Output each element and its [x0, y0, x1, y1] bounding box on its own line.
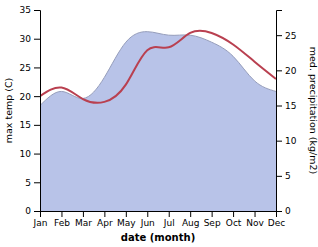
axis-line	[34, 11, 41, 212]
tick: Dec	[268, 211, 285, 228]
tick: 25	[276, 31, 296, 41]
tick-label: 25	[20, 63, 31, 73]
tick-label: 20	[20, 92, 32, 102]
tick-label: May	[117, 218, 136, 228]
tick-mark	[34, 182, 40, 183]
tick-label: 20	[285, 66, 297, 76]
x-axis-title: date (month)	[121, 232, 195, 243]
tick-label: Feb	[54, 218, 70, 228]
tick: Nov	[246, 211, 264, 228]
tick-mark	[255, 211, 256, 217]
area	[40, 32, 276, 211]
tick: 0	[276, 206, 291, 216]
tick: 35	[20, 5, 40, 15]
tick-mark	[276, 106, 282, 107]
tick-label: 30	[20, 34, 32, 44]
tick-mark	[34, 154, 40, 155]
tick-mark	[276, 35, 282, 36]
tick-label: 5	[25, 178, 31, 188]
tick-mark	[34, 211, 40, 212]
tick: 30	[20, 34, 40, 44]
tick-label: Nov	[246, 218, 264, 228]
tick: 25	[20, 63, 40, 73]
line	[40, 31, 276, 103]
tick-mark	[276, 70, 282, 71]
marks	[40, 31, 276, 211]
tick-label: Jan	[33, 218, 48, 228]
tick: Jun	[140, 211, 155, 228]
tick-mark	[34, 39, 40, 40]
axis-line	[277, 11, 283, 212]
tick-mark	[126, 211, 127, 217]
tick-mark	[34, 67, 40, 68]
tick-mark	[34, 96, 40, 97]
tick-label: Mar	[75, 218, 92, 228]
tick: 10	[276, 136, 297, 146]
tick: Feb	[54, 211, 70, 228]
tick: Apr	[97, 211, 113, 228]
tick-label: 35	[20, 5, 31, 15]
tick: 20	[276, 66, 297, 76]
tick: Jul	[163, 211, 175, 228]
y-axis: 0 5 10 15 20 25 30 35	[20, 5, 41, 216]
tick-label: Jun	[140, 218, 155, 228]
tick-label: Aug	[182, 218, 200, 228]
y2-axis: 0 5 10 15 20 25	[276, 11, 297, 217]
tick-label: Apr	[97, 218, 113, 228]
tick-mark	[276, 176, 282, 177]
tick-mark	[212, 211, 213, 217]
tick: Sep	[204, 211, 221, 228]
tick-label: Dec	[268, 218, 285, 228]
tick-label: 15	[285, 101, 296, 111]
tick-label: 25	[285, 31, 296, 41]
tick-mark	[34, 10, 40, 11]
tick-label: 15	[20, 120, 31, 130]
tick-mark	[61, 211, 62, 217]
tick-mark	[34, 125, 40, 126]
tick-label: 10	[20, 149, 32, 159]
tick: 20	[20, 92, 40, 102]
tick: May	[117, 211, 136, 228]
tick: Jan	[33, 211, 48, 228]
chart: JanFebMarAprMayJunJulAugSepOctNovDec0510…	[0, 0, 318, 247]
tick-mark	[104, 211, 105, 217]
tick-label: 10	[285, 136, 297, 146]
tick: 10	[20, 149, 40, 159]
tick: 0	[25, 206, 40, 216]
tick: Aug	[182, 211, 200, 228]
tick-label: 0	[25, 206, 31, 216]
tick-mark	[190, 211, 191, 217]
tick: 5	[276, 171, 291, 181]
tick-label: Jul	[163, 218, 175, 228]
y-axis-title: max temp (C)	[3, 78, 14, 144]
tick-mark	[233, 211, 234, 217]
plot: JanFebMarAprMayJunJulAugSepOctNovDec0510…	[20, 5, 297, 228]
tick-mark	[169, 211, 170, 217]
tick-label: Oct	[226, 218, 242, 228]
tick: Oct	[226, 211, 242, 228]
y2-axis-title: med. precipitation (kg/m2)	[308, 47, 318, 174]
tick-mark	[83, 211, 84, 217]
tick-label: 5	[285, 171, 291, 181]
axis-line	[41, 212, 277, 218]
tick: 15	[20, 120, 40, 130]
tick-label: 0	[285, 206, 291, 216]
tick: Mar	[75, 211, 92, 228]
tick-label: Sep	[204, 218, 221, 228]
tick-mark	[276, 141, 282, 142]
x-axis: Jan Feb Mar Apr May Jun Jul Aug Sep Oct Nov Dec	[33, 211, 286, 228]
tick-mark	[276, 211, 282, 212]
tick-mark	[147, 211, 148, 217]
tick: 15	[276, 101, 296, 111]
tick: 5	[25, 178, 40, 188]
